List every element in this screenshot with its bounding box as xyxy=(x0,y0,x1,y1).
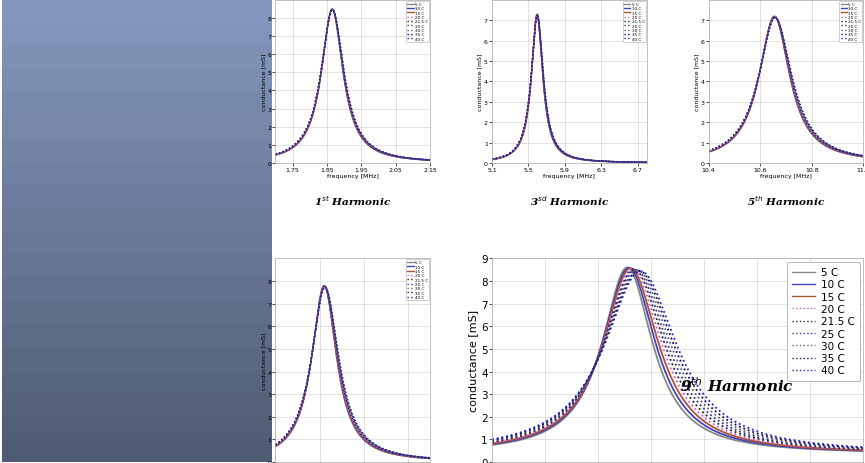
Text: 3$^{sd}$ Harmonic: 3$^{sd}$ Harmonic xyxy=(529,194,609,207)
Legend: 5 C, 10 C, 15 C, 20 C, 21.5 C, 25 C, 30 C, 35 C, 40 C: 5 C, 10 C, 15 C, 20 C, 21.5 C, 25 C, 30 … xyxy=(623,2,646,43)
Legend: 5 C, 10 C, 15 C, 20 C, 21.5 C, 25 C, 30 C, 35 C, 40 C: 5 C, 10 C, 15 C, 20 C, 21.5 C, 25 C, 30 … xyxy=(407,260,429,300)
Legend: 5 C, 10 C, 15 C, 20 C, 21.5 C, 25 C, 30 C, 35 C, 40 C: 5 C, 10 C, 15 C, 20 C, 21.5 C, 25 C, 30 … xyxy=(407,2,429,43)
Bar xyxy=(2,370,272,393)
Bar xyxy=(2,185,272,208)
Bar xyxy=(2,116,272,139)
Bar xyxy=(2,139,272,163)
Legend: 5 C, 10 C, 15 C, 20 C, 21.5 C, 25 C, 30 C, 35 C, 40 C: 5 C, 10 C, 15 C, 20 C, 21.5 C, 25 C, 30 … xyxy=(787,263,860,381)
Bar xyxy=(2,24,272,47)
Text: 9$^{th}$ Harmonic: 9$^{th}$ Harmonic xyxy=(680,375,794,394)
Bar xyxy=(2,70,272,93)
Bar xyxy=(2,1,272,24)
Bar xyxy=(2,278,272,300)
Text: 5$^{th}$ Harmonic: 5$^{th}$ Harmonic xyxy=(746,194,825,207)
Bar xyxy=(2,232,272,255)
Bar xyxy=(2,416,272,439)
Y-axis label: conductance [mS]: conductance [mS] xyxy=(261,54,266,111)
Bar xyxy=(2,255,272,278)
X-axis label: frequency [MHz]: frequency [MHz] xyxy=(760,174,812,179)
Bar xyxy=(2,300,272,324)
Text: 1$^{st}$ Harmonic: 1$^{st}$ Harmonic xyxy=(314,194,392,207)
Y-axis label: conductance [mS]: conductance [mS] xyxy=(477,54,483,111)
X-axis label: frequency [MHz]: frequency [MHz] xyxy=(327,174,379,179)
Y-axis label: conductance [mS]: conductance [mS] xyxy=(694,54,699,111)
Bar xyxy=(2,208,272,232)
X-axis label: frequency [MHz]: frequency [MHz] xyxy=(543,174,595,179)
Y-axis label: conductance [mS]: conductance [mS] xyxy=(261,332,266,389)
Legend: 5 C, 10 C, 15 C, 20 C, 21.5 C, 25 C, 30 C, 35 C, 40 C: 5 C, 10 C, 15 C, 20 C, 21.5 C, 25 C, 30 … xyxy=(839,2,862,43)
Y-axis label: conductance [mS]: conductance [mS] xyxy=(469,309,478,411)
Bar xyxy=(2,439,272,462)
Bar xyxy=(2,393,272,416)
Bar xyxy=(2,347,272,370)
Bar xyxy=(2,47,272,70)
Bar xyxy=(2,93,272,116)
Bar xyxy=(2,163,272,185)
Bar xyxy=(2,324,272,347)
